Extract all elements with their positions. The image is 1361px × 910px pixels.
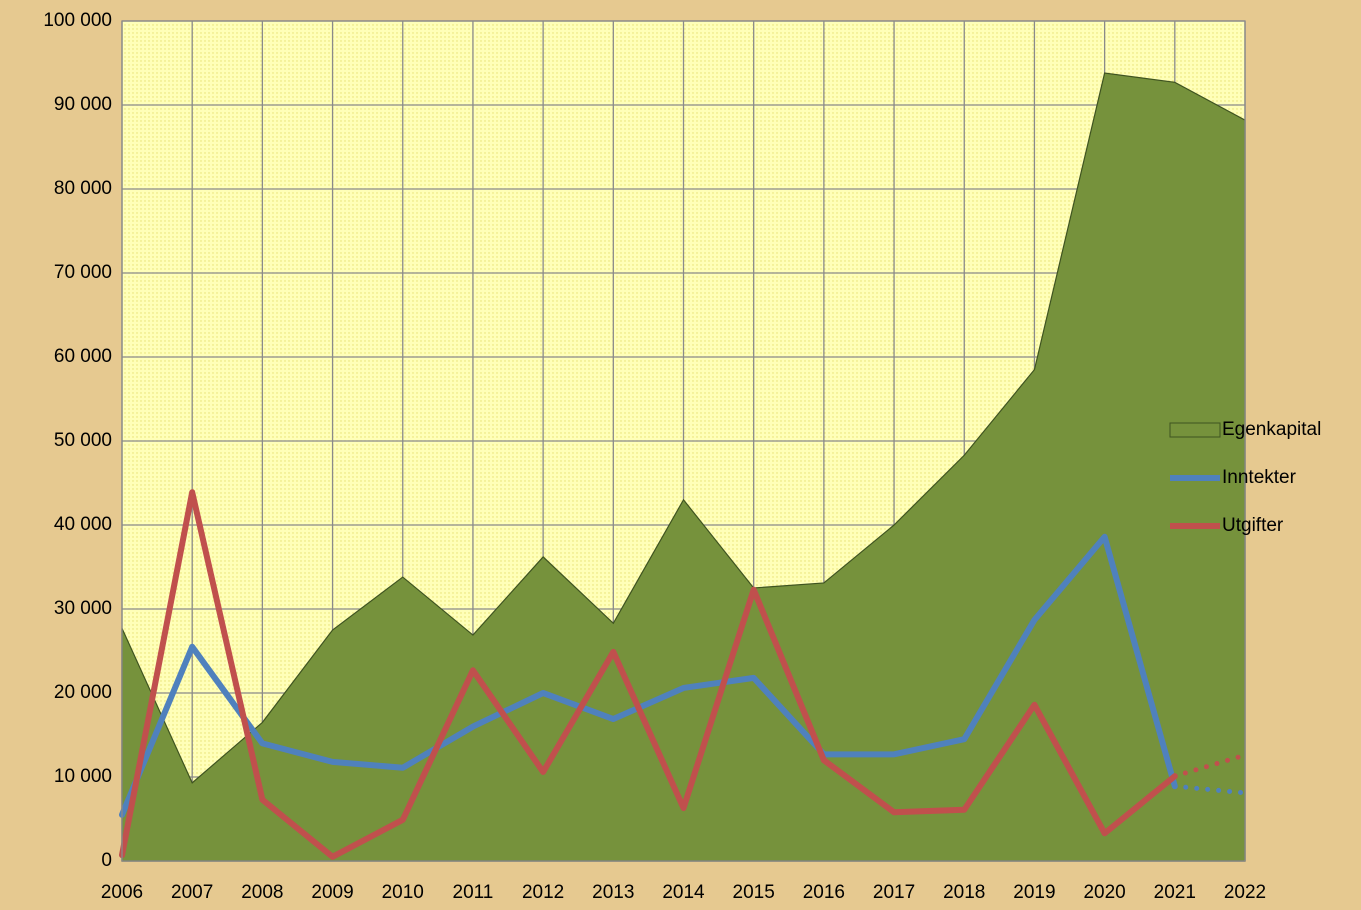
x-tick-label: 2011	[453, 882, 494, 903]
y-tick-label: 10 000	[54, 766, 112, 787]
line	[119, 533, 1178, 818]
x-tick-label: 2021	[1154, 882, 1196, 903]
x-tick-label: 2012	[522, 882, 564, 903]
x-tick-label: 2014	[662, 882, 705, 903]
y-tick-label: 90 000	[54, 94, 112, 115]
x-tick-label: 2007	[171, 882, 213, 903]
line-dotted	[1172, 783, 1248, 796]
y-tick-label: 60 000	[54, 346, 112, 367]
y-tick-label: 100 000	[43, 10, 112, 31]
x-tick-label: 2015	[733, 882, 775, 903]
y-tick-label: 20 000	[54, 682, 112, 703]
legend-label: Egenkapital	[1222, 419, 1321, 440]
y-tick-label: 50 000	[54, 430, 112, 451]
legend-label: Inntekter	[1222, 467, 1297, 488]
x-tick-label: 2008	[241, 882, 283, 903]
x-tick-label: 2018	[943, 882, 985, 903]
legend-label: Utgifter	[1222, 515, 1284, 536]
x-tick-label: 2017	[873, 882, 915, 903]
y-tick-label: 80 000	[54, 178, 112, 199]
y-tick-label: 30 000	[54, 598, 112, 619]
legend-swatch	[1169, 422, 1221, 438]
x-tick-label: 2013	[592, 882, 634, 903]
x-tick-label: 2009	[311, 882, 353, 903]
x-tick-label: 2022	[1224, 882, 1266, 903]
x-tick-label: 2006	[101, 882, 143, 903]
x-tick-label: 2019	[1013, 882, 1055, 903]
area	[121, 72, 1246, 862]
x-tick-label: 2016	[803, 882, 845, 903]
x-tick-label: 2020	[1083, 882, 1125, 903]
y-tick-label: 70 000	[54, 262, 112, 283]
y-tick-label: 40 000	[54, 514, 112, 535]
plot-border	[121, 20, 1246, 862]
y-tick-label: 0	[101, 850, 112, 871]
line-dotted	[1172, 752, 1248, 779]
x-tick-label: 2010	[382, 882, 424, 903]
line	[119, 489, 1178, 860]
